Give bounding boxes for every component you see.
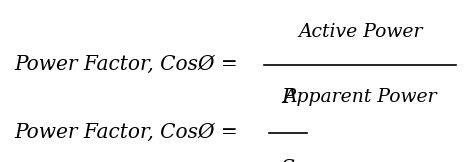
Text: Apparent Power: Apparent Power (284, 88, 437, 106)
Text: P: P (281, 88, 295, 107)
Text: S: S (281, 159, 295, 162)
Text: Active Power: Active Power (298, 23, 423, 41)
Text: Power Factor, CosØ =: Power Factor, CosØ = (14, 123, 244, 142)
Text: Power Factor, CosØ =: Power Factor, CosØ = (14, 55, 244, 74)
